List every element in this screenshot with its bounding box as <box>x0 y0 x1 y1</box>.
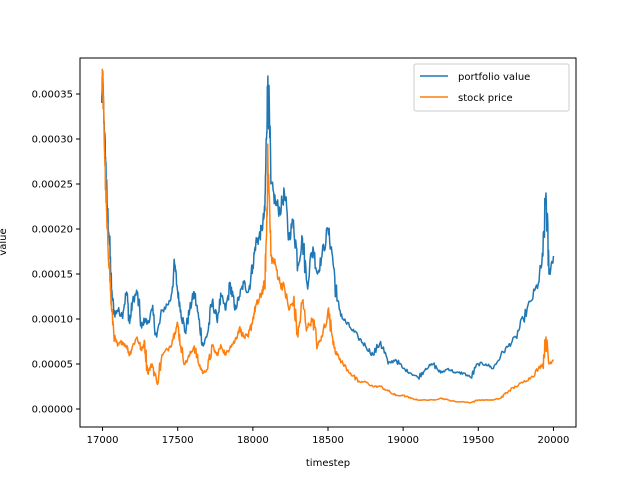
series-line-stock-price <box>101 68 555 404</box>
x-tick-label: 18500 <box>312 435 344 446</box>
legend-box <box>413 63 570 112</box>
x-tick-label: 17000 <box>87 435 119 446</box>
legend-label-portfolio-value: portfolio value <box>458 72 530 83</box>
y-tick-label: 0.00000 <box>32 405 73 416</box>
y-tick-label: 0.00015 <box>32 270 73 281</box>
x-tick-label: 19000 <box>387 435 419 446</box>
series-layer <box>101 68 555 404</box>
x-axis-ticks: 17000 17500 18000 18500 19000 19500 20000 <box>87 427 570 446</box>
y-tick-label: 0.00005 <box>32 360 73 371</box>
y-tick-label: 0.00020 <box>32 225 73 236</box>
legend: portfolio value stock price <box>413 63 570 112</box>
y-axis-ticks: 0.00000 0.00005 0.00010 0.00015 0.00020 0.000… <box>32 90 80 416</box>
y-tick-label: 0.00030 <box>32 135 73 146</box>
y-tick-label: 0.00035 <box>32 90 73 101</box>
y-tick-label: 0.00010 <box>32 315 73 326</box>
y-tick-label: 0.00025 <box>32 180 73 191</box>
x-tick-label: 20000 <box>538 435 570 446</box>
x-axis-label: timestep <box>306 458 350 469</box>
y-axis-label: value <box>0 228 9 255</box>
series-line-portfolio-value <box>101 70 555 380</box>
legend-label-stock-price: stock price <box>458 93 513 104</box>
x-tick-label: 17500 <box>162 435 194 446</box>
x-tick-label: 18000 <box>237 435 269 446</box>
x-tick-label: 19500 <box>462 435 494 446</box>
